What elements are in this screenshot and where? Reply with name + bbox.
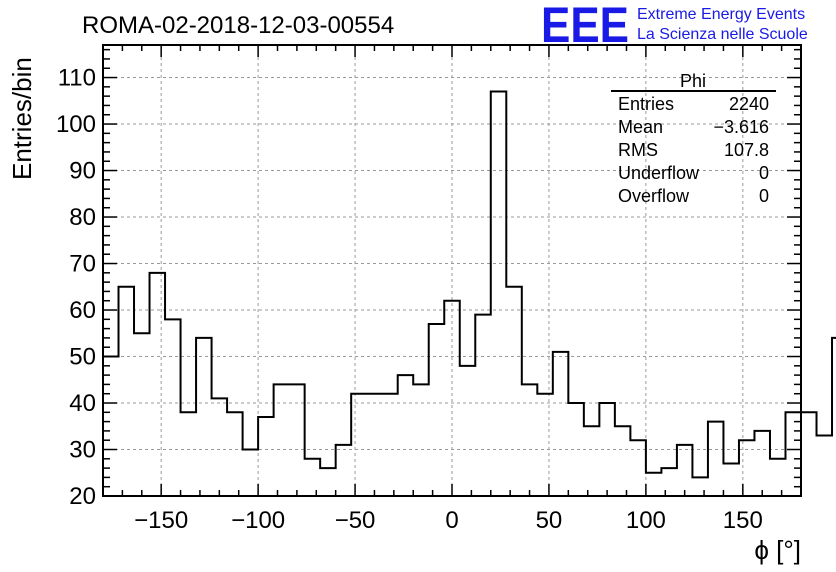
stats-label-underflow: Underflow: [618, 163, 700, 183]
stats-value-mean: −3.616: [713, 117, 769, 137]
y-tick-label: 40: [69, 390, 96, 417]
histogram-series: [103, 90, 836, 479]
grid-lines: [103, 45, 801, 497]
stats-value-entries: 2240: [729, 94, 769, 114]
x-tick-label: 150: [723, 507, 763, 534]
y-tick-label: 30: [69, 437, 96, 464]
stats-value-underflow: 0: [759, 163, 769, 183]
stats-value-overflow: 0: [759, 186, 769, 206]
stats-value-rms: 107.8: [724, 140, 769, 160]
stats-title: Phi: [680, 71, 706, 91]
x-tick-label: −150: [134, 507, 188, 534]
stats-label-overflow: Overflow: [618, 186, 690, 206]
stats-label-entries: Entries: [618, 94, 674, 114]
x-tick-label: 100: [626, 507, 666, 534]
y-axis-label: Entries/bin: [7, 57, 37, 180]
run-title: ROMA-02-2018-12-03-00554: [82, 12, 394, 39]
stats-box: Phi Entries 2240 Mean −3.616 RMS 107.8 U…: [611, 71, 776, 206]
stats-label-mean: Mean: [618, 117, 663, 137]
logo-line-2: La Scienza nelle Scuole: [637, 26, 808, 43]
y-tick-label: 90: [69, 158, 96, 185]
y-axis-ticks: 20 30 40 50 60 70 80 90 100 110: [56, 48, 801, 510]
x-tick-label: −100: [231, 507, 285, 534]
y-tick-label: 60: [69, 297, 96, 324]
y-tick-label: 110: [58, 65, 96, 92]
y-tick-label: 100: [56, 111, 96, 138]
stats-label-rms: RMS: [618, 140, 658, 160]
eee-logo: EEE: [541, 0, 629, 53]
y-tick-label: 70: [69, 251, 96, 278]
y-tick-label: 80: [69, 204, 96, 231]
logo-line-1: Extreme Energy Events: [637, 6, 805, 23]
x-tick-label: −50: [335, 507, 376, 534]
y-tick-label: 50: [69, 344, 96, 371]
x-axis-ticks: −150 −100 −50 0 50 100 150: [102, 45, 802, 534]
x-axis-label: ϕ [°]: [754, 535, 801, 565]
y-tick-label: 20: [69, 483, 96, 510]
x-tick-label: 50: [536, 507, 563, 534]
x-tick-label: 0: [445, 507, 458, 534]
